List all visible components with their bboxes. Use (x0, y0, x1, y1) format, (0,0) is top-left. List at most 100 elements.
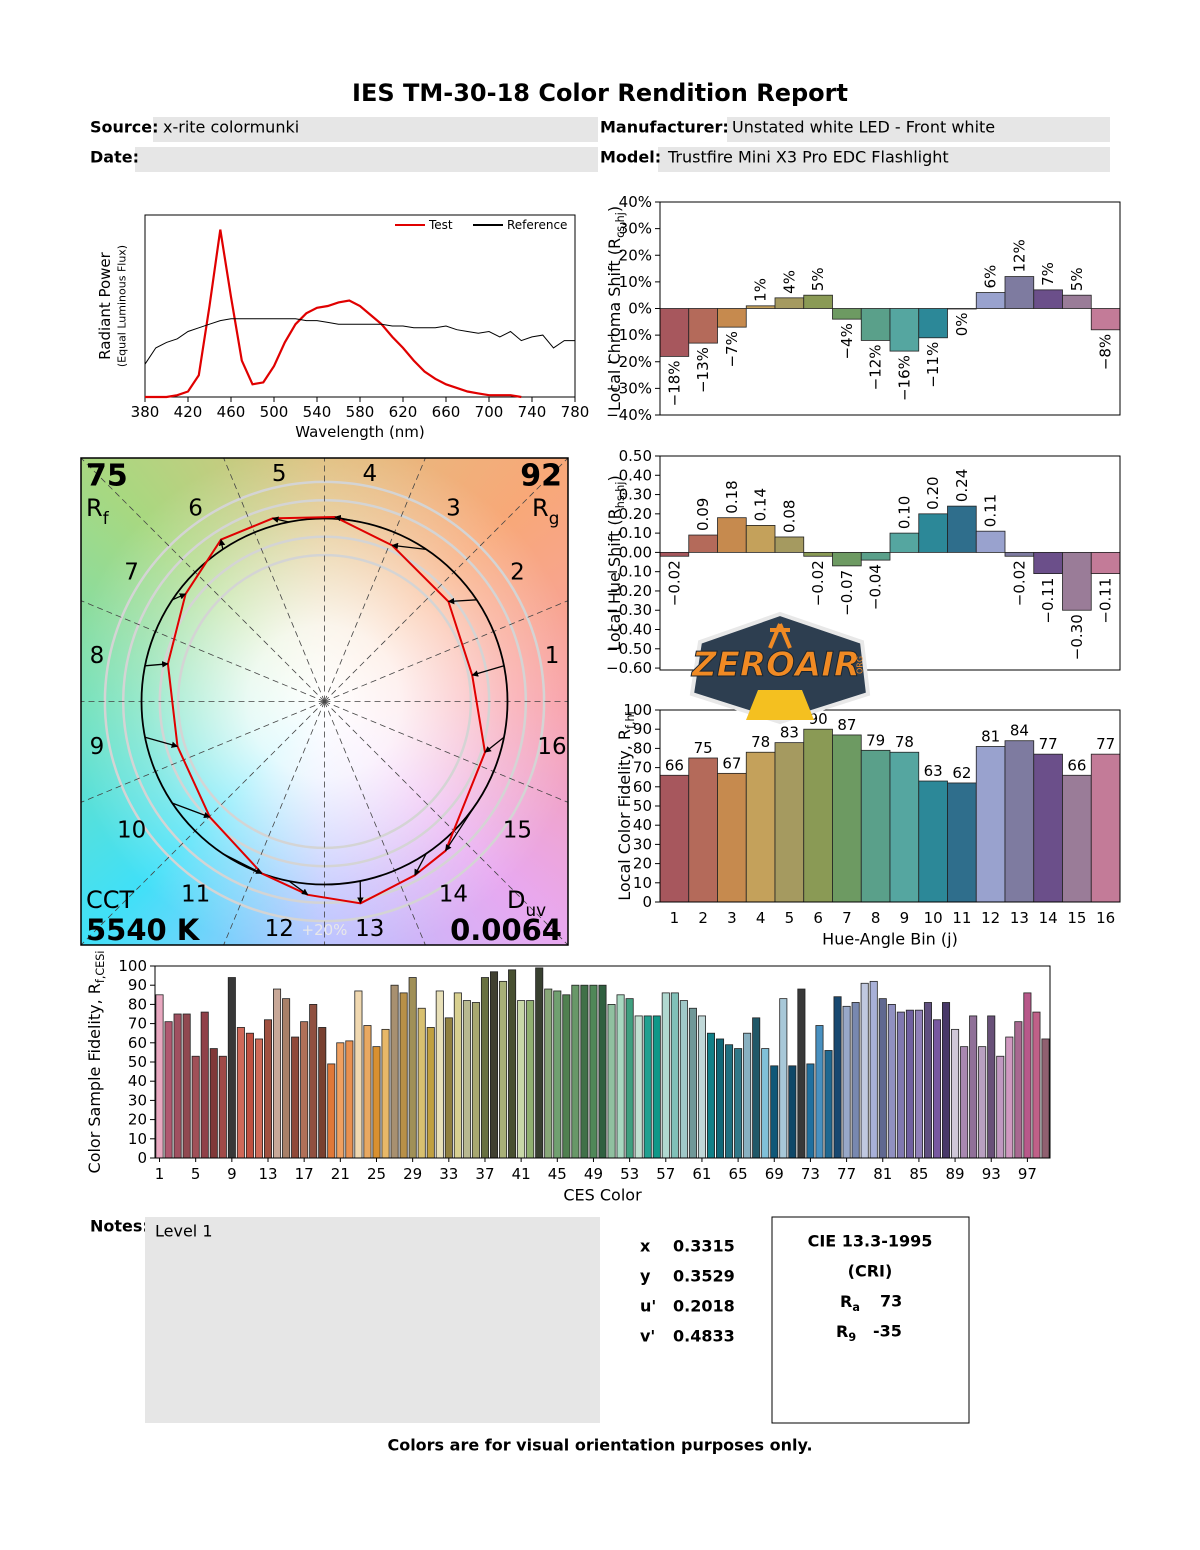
subscript: g (549, 508, 560, 528)
y-tick-label: −0.30 (606, 601, 652, 619)
bar (309, 1004, 318, 1159)
x-tick-label: 17 (295, 1165, 314, 1183)
x-tick-label: 780 (561, 403, 590, 421)
bar (291, 1036, 300, 1159)
field-value: Unstated white LED - Front white (732, 118, 995, 137)
value-label: −18% (665, 360, 683, 406)
y-axis-label: Color Sample Fidelity, Rf,CESi (85, 951, 108, 1174)
bin-label: 4 (362, 461, 377, 487)
bar (860, 982, 869, 1159)
shift-arrow (484, 736, 505, 753)
bar (716, 1038, 725, 1159)
x-tick-label: 29 (403, 1165, 422, 1183)
r9-label: R9 (836, 1322, 856, 1345)
x-tick-label: 13 (258, 1165, 277, 1183)
bar (499, 980, 508, 1159)
bin-label: 15 (503, 817, 532, 843)
shift-arrow (445, 802, 478, 852)
bin-label: 6 (188, 496, 203, 522)
text-part: ) (605, 206, 624, 212)
subscript: 9 (848, 1331, 856, 1344)
metric-label: u' (640, 1297, 656, 1316)
bar (273, 988, 282, 1159)
field-box (135, 147, 598, 172)
bar (960, 1046, 969, 1159)
bar (598, 984, 607, 1159)
bin-label: 12 (265, 916, 294, 942)
bar (774, 536, 805, 553)
x-tick-label: 1 (155, 1165, 165, 1183)
x-tick-label: 49 (584, 1165, 603, 1183)
bin-boundary (81, 458, 325, 702)
value-label: 63 (924, 762, 943, 780)
y-tick-label: 30 (633, 835, 652, 853)
bar (942, 1002, 951, 1159)
y-tick-label: −0.10 (606, 563, 652, 581)
value-label: 0% (953, 313, 971, 337)
y-axis-label: Local Hue Shift (Rhs,hj) (605, 475, 628, 650)
bar (761, 1048, 770, 1159)
bin-label: 10 (117, 817, 146, 843)
bar (209, 1048, 218, 1159)
y-tick-label: 80 (128, 995, 147, 1013)
x-tick-label: 11 (952, 909, 971, 927)
bar (1033, 551, 1063, 575)
bar (860, 749, 891, 903)
y-tick-label: 80 (633, 739, 652, 757)
subscript: hs,hj (614, 482, 627, 509)
text-part: ) (605, 475, 624, 481)
x-tick-label: 77 (837, 1165, 856, 1183)
y-tick-label: 20 (633, 855, 652, 873)
bar (717, 772, 747, 903)
x-tick-label: 85 (909, 1165, 928, 1183)
cri-title: CIE 13.3-1995 (808, 1232, 933, 1251)
series-line (145, 229, 522, 399)
value-label: 84 (1010, 722, 1029, 740)
x-tick-label: 21 (331, 1165, 350, 1183)
bar (155, 994, 164, 1159)
shift-arrow (144, 736, 179, 748)
value-label: 78 (751, 733, 770, 751)
x-tick-label: 65 (729, 1165, 748, 1183)
bar (1062, 551, 1092, 611)
x-tick-label: 61 (692, 1165, 711, 1183)
value-label: 77 (1096, 735, 1115, 753)
y-axis-note: (Equal Luminous Flux) (116, 245, 129, 367)
y-tick-label: 0.30 (619, 486, 652, 504)
notes-text: Level 1 (155, 1222, 213, 1241)
bar (191, 1055, 200, 1159)
bar (969, 1015, 978, 1159)
bin-boundary (324, 600, 568, 702)
bin-boundary (324, 701, 568, 803)
bin-label: 1 (545, 643, 560, 669)
bar (745, 751, 776, 903)
bar (1062, 774, 1092, 903)
bin-label: 9 (90, 734, 105, 760)
y-tick-label: 70 (633, 759, 652, 777)
logo-text: ZEROAIR (691, 645, 860, 685)
bar (218, 1055, 227, 1159)
y-tick-label: 0.50 (619, 447, 652, 465)
bar (887, 1004, 896, 1159)
x-tick-label: 97 (1018, 1165, 1037, 1183)
cri-subtitle: (CRI) (848, 1262, 893, 1281)
bar (1014, 1021, 1023, 1159)
value-label: 0.08 (780, 500, 798, 533)
bar (318, 1027, 327, 1159)
bar (173, 1013, 182, 1159)
subscript: f,hj (624, 711, 637, 729)
bar (535, 967, 544, 1159)
bar (851, 1002, 860, 1159)
bar (688, 534, 718, 553)
x-tick-label: 10 (924, 909, 943, 927)
value-label: 12% (1010, 239, 1028, 272)
y-axis-label: Local Chroma Shift (Rcs,hj) (605, 206, 628, 411)
value-label: 1% (752, 278, 770, 302)
x-tick-label: 500 (260, 403, 289, 421)
bar (914, 1009, 923, 1159)
y-tick-label: 40% (619, 193, 652, 211)
y-tick-label: 50 (128, 1053, 147, 1071)
value-label: 0.24 (953, 469, 971, 502)
y-tick-label: −0.60 (606, 659, 652, 677)
